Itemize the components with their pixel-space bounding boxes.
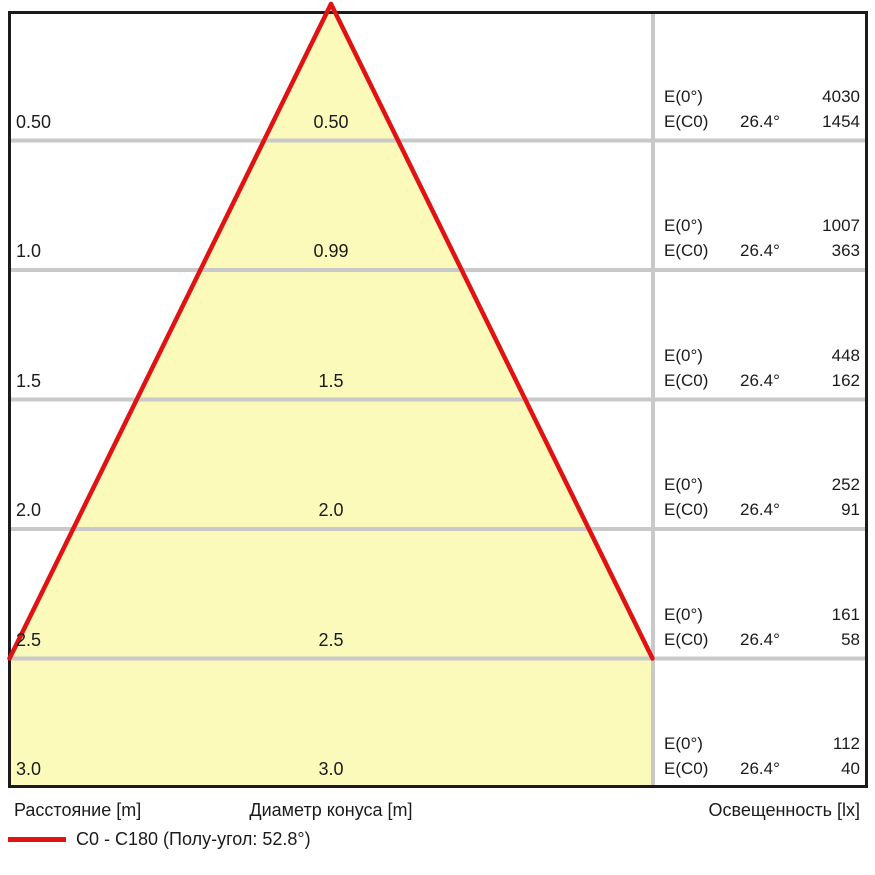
illuminance-cell: E(0°) 161 E(C0) 26.4° 58 bbox=[664, 602, 860, 652]
ec0-value: 1454 bbox=[822, 112, 860, 131]
e0-value: 252 bbox=[831, 475, 860, 494]
legend-label: C0 - C180 (Полу-угол: 52.8°) bbox=[76, 829, 311, 849]
cone-diameter-label: 2.5 bbox=[318, 630, 344, 650]
ec0-label: E(C0) bbox=[664, 112, 709, 131]
cone-diameter-label: 0.50 bbox=[313, 112, 349, 132]
illuminance-cell: E(0°) 112 E(C0) 26.4° 40 bbox=[664, 731, 860, 781]
half-angle-value: 26.4° bbox=[740, 630, 780, 649]
ec0-label: E(C0) bbox=[664, 371, 709, 390]
cone-edge-lines bbox=[7, 1, 655, 661]
distance-label: 2.0 bbox=[16, 500, 42, 520]
distance-label: 1.0 bbox=[16, 241, 42, 261]
legend-line-icon bbox=[8, 836, 66, 842]
cone-diameter-label: 1.5 bbox=[318, 371, 344, 391]
e0-value: 112 bbox=[832, 734, 860, 753]
distance-label: 1.5 bbox=[16, 371, 42, 391]
chart-frame bbox=[8, 11, 868, 788]
e0-label: E(0°) bbox=[664, 475, 703, 494]
ec0-value: 58 bbox=[841, 630, 860, 649]
ec0-label: E(C0) bbox=[664, 759, 709, 778]
e0-label: E(0°) bbox=[664, 734, 703, 753]
distance-label: 3.0 bbox=[16, 759, 42, 779]
ec0-label: E(C0) bbox=[664, 630, 709, 649]
half-angle-value: 26.4° bbox=[740, 112, 780, 131]
half-angle-value: 26.4° bbox=[740, 241, 780, 260]
e0-label: E(0°) bbox=[664, 216, 703, 235]
ec0-label: E(C0) bbox=[664, 241, 709, 260]
half-angle-value: 26.4° bbox=[740, 371, 780, 390]
illuminance-cell: E(0°) 1007 E(C0) 26.4° 363 bbox=[664, 213, 860, 263]
ec0-label: E(C0) bbox=[664, 500, 709, 519]
ec0-value: 363 bbox=[831, 241, 860, 260]
illuminance-cell: E(0°) 4030 E(C0) 26.4° 1454 bbox=[664, 84, 860, 134]
half-angle-value: 26.4° bbox=[740, 500, 780, 519]
e0-label: E(0°) bbox=[664, 605, 703, 624]
ec0-value: 40 bbox=[841, 759, 860, 778]
cone-diameter-label: 2.0 bbox=[318, 500, 344, 520]
illuminance-cell: E(0°) 448 E(C0) 26.4° 162 bbox=[664, 343, 860, 393]
gridlines bbox=[9, 138, 867, 661]
e0-value: 161 bbox=[831, 605, 860, 624]
legend: C0 - C180 (Полу-угол: 52.8°) bbox=[8, 827, 311, 851]
distance-label: 2.5 bbox=[16, 630, 42, 650]
e0-label: E(0°) bbox=[664, 87, 703, 106]
e0-value: 448 bbox=[831, 346, 860, 365]
cone-diameter-label: 3.0 bbox=[318, 759, 344, 779]
ec0-value: 162 bbox=[831, 371, 860, 390]
e0-value: 4030 bbox=[822, 87, 860, 106]
diameter-axis-title: Диаметр конуса [m] bbox=[249, 800, 413, 820]
cone-diameter-label: 0.99 bbox=[313, 241, 349, 261]
distance-axis-title: Расстояние [m] bbox=[14, 800, 142, 820]
ec0-value: 91 bbox=[841, 500, 860, 519]
distance-label: 0.50 bbox=[16, 112, 52, 132]
e0-value: 1007 bbox=[822, 216, 860, 235]
illuminance-cell: E(0°) 252 E(C0) 26.4° 91 bbox=[664, 472, 860, 522]
half-angle-value: 26.4° bbox=[740, 759, 780, 778]
e0-label: E(0°) bbox=[664, 346, 703, 365]
cone-fill-shape bbox=[9, 4, 653, 787]
illuminance-axis-title: Освещенность [lx] bbox=[708, 800, 860, 820]
